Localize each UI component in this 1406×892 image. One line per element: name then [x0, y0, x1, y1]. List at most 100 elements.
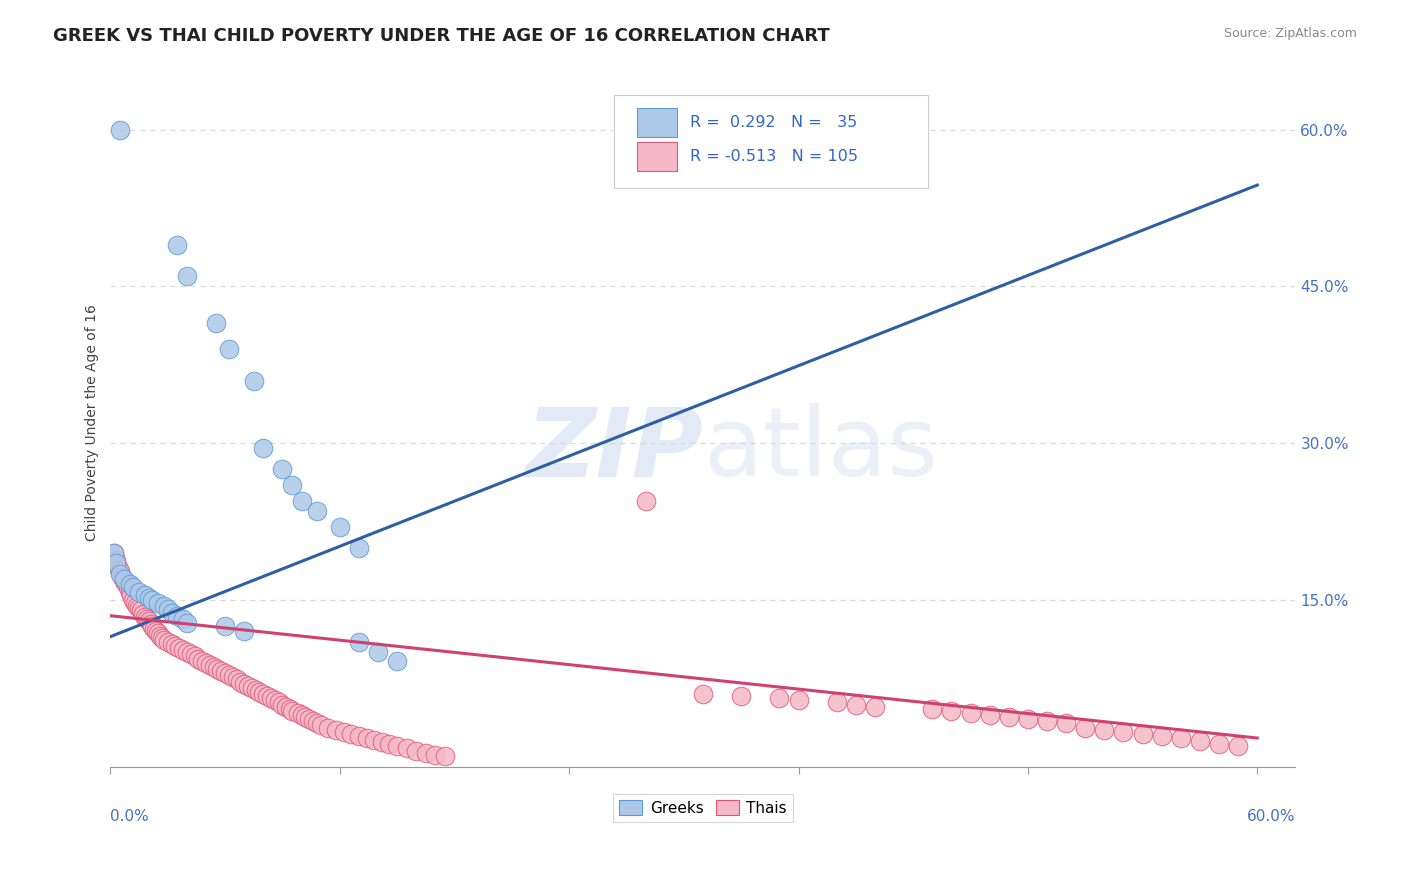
Point: [187, 651, 209, 665]
Point: [433, 748, 456, 763]
Point: [347, 541, 370, 555]
Point: [240, 681, 263, 695]
Point: [129, 603, 152, 617]
Point: [229, 674, 252, 689]
Point: [160, 606, 183, 620]
Point: [150, 631, 173, 645]
Point: [111, 570, 134, 584]
Text: atlas: atlas: [703, 403, 938, 497]
Point: [329, 520, 352, 534]
Point: [166, 237, 188, 252]
Point: [165, 639, 187, 653]
Point: [1036, 714, 1059, 729]
Point: [267, 696, 290, 710]
Point: [176, 645, 198, 659]
Point: [183, 649, 205, 664]
Point: [332, 724, 354, 739]
Point: [1208, 737, 1230, 751]
Point: [845, 698, 868, 712]
Point: [249, 685, 271, 699]
Point: [245, 682, 267, 697]
Point: [305, 716, 328, 731]
Point: [122, 593, 145, 607]
Point: [290, 708, 312, 723]
Text: R = -0.513   N = 105: R = -0.513 N = 105: [690, 149, 858, 164]
Point: [145, 624, 167, 639]
Point: [112, 572, 135, 586]
Y-axis label: Child Poverty Under the Age of 16: Child Poverty Under the Age of 16: [86, 304, 100, 541]
Point: [863, 699, 886, 714]
Point: [134, 609, 156, 624]
Point: [378, 737, 401, 751]
Point: [176, 268, 198, 283]
Point: [634, 493, 657, 508]
Point: [363, 733, 385, 747]
Point: [1074, 721, 1097, 735]
Point: [214, 666, 236, 681]
Point: [135, 612, 157, 626]
Point: [218, 668, 240, 682]
Point: [124, 596, 146, 610]
Legend: Greeks, Thais: Greeks, Thais: [613, 794, 793, 822]
Point: [941, 704, 963, 718]
Point: [730, 689, 752, 703]
Point: [176, 615, 198, 630]
Point: [1132, 727, 1154, 741]
Point: [153, 632, 176, 647]
Point: [167, 641, 190, 656]
Text: ZIP: ZIP: [524, 403, 703, 497]
Point: [825, 696, 848, 710]
Point: [1188, 734, 1211, 748]
Point: [160, 637, 183, 651]
Point: [787, 693, 810, 707]
Text: 0.0%: 0.0%: [111, 809, 149, 823]
Point: [218, 342, 240, 356]
Point: [127, 599, 149, 614]
Point: [281, 478, 304, 492]
Point: [172, 612, 194, 626]
Point: [117, 581, 139, 595]
Point: [768, 691, 790, 706]
Point: [233, 624, 256, 639]
Point: [107, 559, 129, 574]
Point: [108, 122, 131, 136]
Point: [141, 593, 163, 607]
Point: [263, 693, 285, 707]
Point: [305, 504, 328, 518]
Point: [340, 727, 363, 741]
Point: [271, 462, 294, 476]
Point: [1150, 729, 1173, 743]
Point: [191, 654, 214, 668]
Point: [252, 442, 274, 456]
Point: [120, 588, 142, 602]
Point: [425, 747, 447, 762]
Point: [138, 591, 160, 605]
Point: [271, 698, 294, 712]
Point: [108, 566, 131, 581]
Point: [118, 584, 141, 599]
Point: [225, 673, 247, 687]
Point: [114, 577, 136, 591]
Point: [371, 735, 394, 749]
Point: [204, 316, 226, 330]
Point: [105, 557, 128, 571]
Point: [134, 588, 156, 602]
Point: [997, 710, 1019, 724]
Point: [198, 657, 221, 672]
Point: [214, 619, 236, 633]
Text: 60.0%: 60.0%: [1247, 809, 1295, 823]
Text: GREEK VS THAI CHILD POVERTY UNDER THE AGE OF 16 CORRELATION CHART: GREEK VS THAI CHILD POVERTY UNDER THE AG…: [53, 27, 830, 45]
Point: [347, 729, 370, 743]
Point: [1092, 723, 1115, 737]
Point: [202, 660, 225, 674]
Point: [156, 635, 179, 649]
Point: [260, 691, 283, 706]
Point: [148, 626, 170, 640]
Point: [278, 702, 301, 716]
FancyBboxPatch shape: [637, 143, 676, 171]
Point: [222, 670, 245, 684]
Point: [921, 702, 943, 716]
Point: [367, 645, 389, 659]
Point: [166, 608, 188, 623]
Point: [122, 581, 145, 595]
